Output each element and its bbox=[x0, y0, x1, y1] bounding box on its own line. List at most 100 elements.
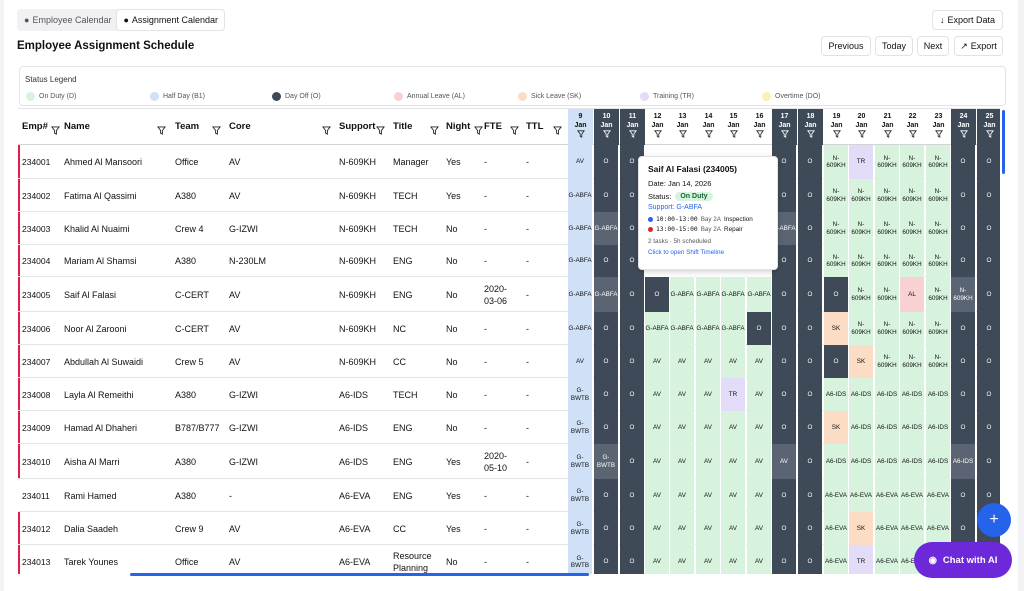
day-cell[interactable]: AV bbox=[670, 378, 695, 411]
day-cell[interactable]: AV bbox=[670, 512, 695, 545]
day-cell[interactable]: N-609KH bbox=[926, 245, 951, 277]
day-cell[interactable]: A6-EVA bbox=[824, 545, 849, 574]
day-cell[interactable]: O bbox=[594, 312, 619, 345]
day-cell[interactable]: A6-IDS bbox=[849, 411, 874, 444]
table-row[interactable]: 234003 Khalid Al Nuaimi Crew 4 G-IZWI N-609K… bbox=[18, 212, 1000, 245]
day-header[interactable]: 21 Jan bbox=[875, 109, 900, 145]
day-cell[interactable]: O bbox=[772, 479, 797, 512]
day-header[interactable]: 24 Jan bbox=[951, 109, 976, 145]
day-header[interactable]: 15 Jan bbox=[721, 109, 746, 145]
day-cell[interactable]: O bbox=[620, 512, 645, 545]
filter-icon[interactable] bbox=[510, 122, 519, 135]
day-cell[interactable]: O bbox=[594, 479, 619, 512]
day-cell[interactable]: AV bbox=[721, 545, 746, 574]
day-cell[interactable]: G-BWTB bbox=[594, 444, 619, 479]
day-cell[interactable]: AV bbox=[747, 378, 772, 411]
day-cell[interactable]: AV bbox=[670, 545, 695, 574]
day-header[interactable]: 10 Jan bbox=[594, 109, 619, 145]
day-cell[interactable]: N-609KH bbox=[900, 212, 925, 245]
day-cell[interactable]: G-ABFA bbox=[696, 312, 721, 345]
day-cell[interactable]: A6-IDS bbox=[875, 444, 900, 479]
day-cell[interactable]: O bbox=[772, 545, 797, 574]
day-cell[interactable]: O bbox=[977, 378, 1000, 411]
day-cell[interactable]: A6-IDS bbox=[900, 411, 925, 444]
day-cell[interactable]: O bbox=[747, 312, 772, 345]
day-cell[interactable]: O bbox=[772, 345, 797, 378]
day-cell[interactable]: A6-IDS bbox=[849, 444, 874, 479]
day-cell[interactable]: AV bbox=[645, 411, 670, 444]
day-cell[interactable]: O bbox=[594, 145, 619, 179]
filter-icon[interactable] bbox=[696, 130, 721, 142]
day-cell[interactable]: AV bbox=[568, 345, 593, 378]
day-cell[interactable]: O bbox=[977, 277, 1000, 312]
day-header[interactable]: 17 Jan bbox=[772, 109, 797, 145]
day-cell[interactable]: O bbox=[977, 145, 1000, 179]
tab-employee-calendar[interactable]: ● Employee Calendar bbox=[18, 10, 117, 30]
day-cell[interactable]: O bbox=[594, 512, 619, 545]
day-cell[interactable]: O bbox=[594, 245, 619, 277]
day-cell[interactable]: N-609KH bbox=[849, 179, 874, 212]
day-header[interactable]: 14 Jan bbox=[696, 109, 721, 145]
day-cell[interactable]: A6-EVA bbox=[875, 512, 900, 545]
day-cell[interactable]: O bbox=[620, 545, 645, 574]
day-cell[interactable]: A6-EVA bbox=[900, 512, 925, 545]
day-cell[interactable]: O bbox=[798, 212, 823, 245]
day-cell[interactable]: N-609KH bbox=[875, 212, 900, 245]
filter-icon[interactable] bbox=[553, 122, 562, 135]
day-cell[interactable]: A6-EVA bbox=[900, 479, 925, 512]
export-button[interactable]: ↗ Export bbox=[954, 36, 1003, 56]
day-cell[interactable]: A6-EVA bbox=[926, 512, 951, 545]
day-cell[interactable]: O bbox=[951, 179, 976, 212]
day-cell[interactable]: G-ABFA bbox=[568, 212, 593, 245]
day-cell[interactable]: O bbox=[951, 479, 976, 512]
day-cell[interactable]: AV bbox=[696, 378, 721, 411]
day-cell[interactable]: O bbox=[951, 312, 976, 345]
day-cell[interactable]: G-ABFA bbox=[594, 277, 619, 312]
day-cell[interactable]: N-609KH bbox=[875, 277, 900, 312]
tab-assignment-calendar[interactable]: ● Assignment Calendar bbox=[117, 10, 224, 30]
filter-icon[interactable] bbox=[157, 122, 166, 135]
day-cell[interactable]: AV bbox=[645, 378, 670, 411]
day-cell[interactable]: O bbox=[951, 212, 976, 245]
day-cell[interactable]: O bbox=[620, 444, 645, 479]
day-header[interactable]: 23 Jan bbox=[926, 109, 951, 145]
day-cell[interactable]: AV bbox=[696, 479, 721, 512]
day-cell[interactable]: O bbox=[620, 345, 645, 378]
table-row[interactable]: 234009 Hamad Al Dhaheri B787/B777 G-IZWI A6-… bbox=[18, 411, 1000, 444]
day-cell[interactable]: AV bbox=[747, 479, 772, 512]
day-cell[interactable]: N-609KH bbox=[926, 179, 951, 212]
day-cell[interactable]: O bbox=[977, 345, 1000, 378]
day-cell[interactable]: A6-EVA bbox=[824, 479, 849, 512]
day-cell[interactable]: O bbox=[798, 411, 823, 444]
day-header[interactable]: 11 Jan bbox=[620, 109, 645, 145]
filter-icon[interactable] bbox=[376, 122, 385, 135]
day-cell[interactable]: O bbox=[824, 277, 849, 312]
day-cell[interactable]: N-609KH bbox=[824, 245, 849, 277]
day-cell[interactable]: A6-IDS bbox=[926, 378, 951, 411]
day-cell[interactable]: A6-IDS bbox=[875, 411, 900, 444]
filter-icon[interactable] bbox=[322, 122, 331, 135]
day-cell[interactable]: N-609KH bbox=[849, 245, 874, 277]
table-row[interactable]: 234007 Abdullah Al Suwaidi Crew 5 AV N-609KH… bbox=[18, 345, 1000, 378]
day-cell[interactable]: O bbox=[951, 512, 976, 545]
day-cell[interactable]: G-ABFA bbox=[670, 277, 695, 312]
day-cell[interactable]: A6-IDS bbox=[951, 444, 976, 479]
day-cell[interactable]: AV bbox=[747, 444, 772, 479]
day-cell[interactable]: G-ABFA bbox=[670, 312, 695, 345]
day-cell[interactable]: AV bbox=[645, 479, 670, 512]
day-cell[interactable]: A6-IDS bbox=[926, 411, 951, 444]
day-cell[interactable]: AL bbox=[900, 277, 925, 312]
day-cell[interactable]: G-BWTB bbox=[568, 512, 593, 545]
day-cell[interactable]: A6-IDS bbox=[926, 444, 951, 479]
table-row[interactable]: 234004 Mariam Al Shamsi A380 N-230LM N-609KH… bbox=[18, 245, 1000, 277]
vertical-scrollbar[interactable] bbox=[1002, 110, 1005, 174]
day-cell[interactable]: O bbox=[977, 444, 1000, 479]
table-row[interactable]: 234002 Fatima Al Qassimi A380 AV N-609KH TECH… bbox=[18, 179, 1000, 212]
filter-icon[interactable] bbox=[849, 130, 874, 142]
day-cell[interactable]: N-609KH bbox=[900, 345, 925, 378]
day-cell[interactable]: G-ABFA bbox=[568, 277, 593, 312]
day-cell[interactable]: O bbox=[951, 411, 976, 444]
day-cell[interactable]: N-609KH bbox=[951, 277, 976, 312]
day-cell[interactable]: A6-IDS bbox=[849, 378, 874, 411]
filter-icon[interactable] bbox=[620, 130, 645, 142]
